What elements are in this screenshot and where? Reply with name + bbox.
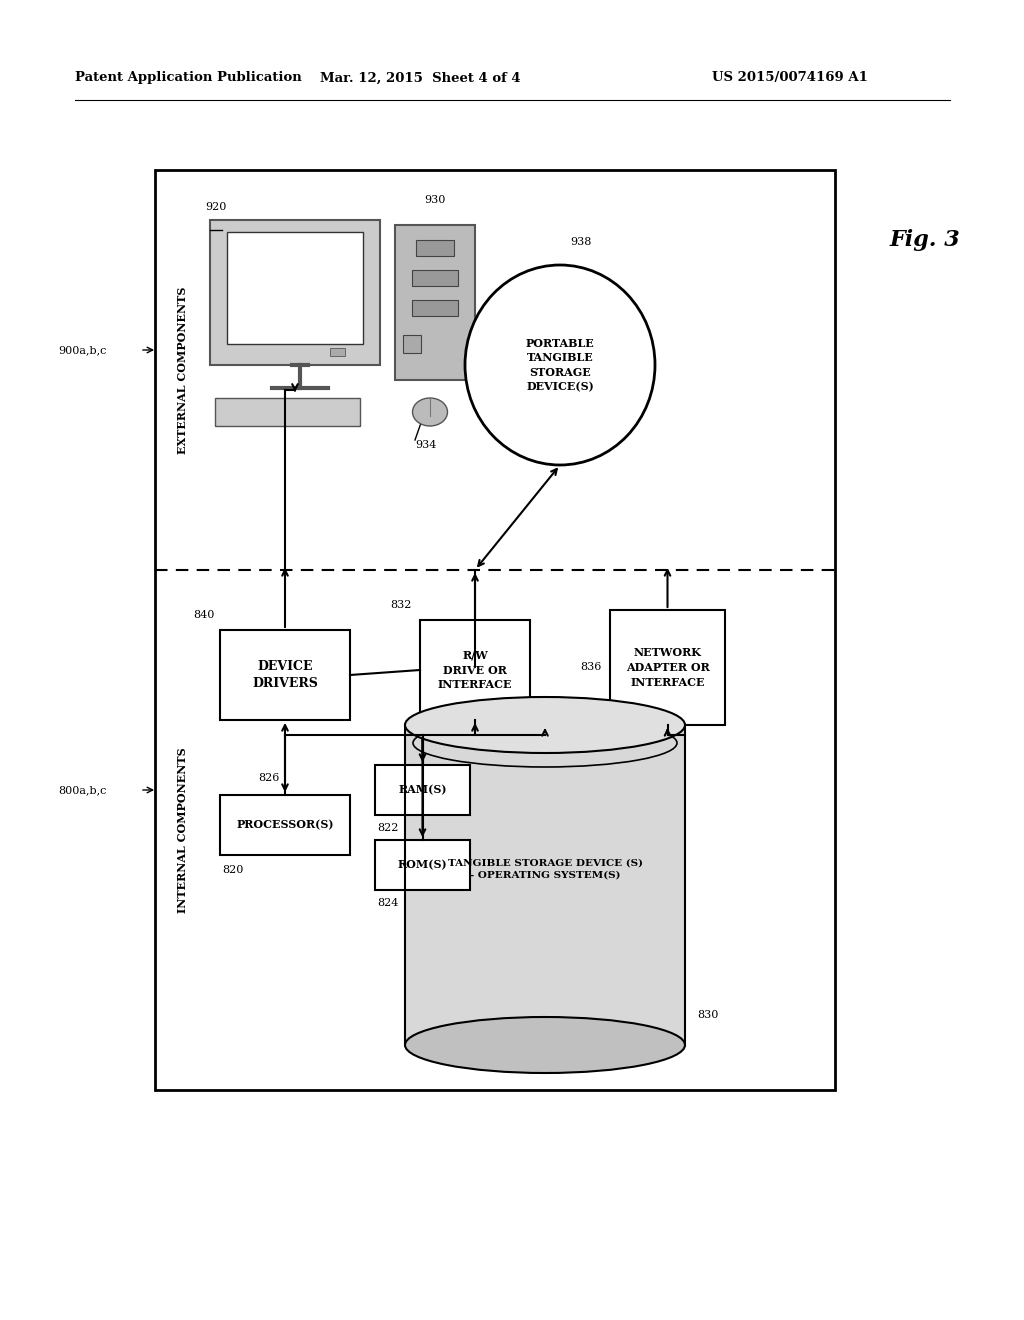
Ellipse shape — [413, 719, 677, 767]
Text: 826: 826 — [259, 774, 280, 783]
Ellipse shape — [406, 697, 685, 752]
Bar — [416, 240, 454, 256]
Text: 800a,b,c: 800a,b,c — [58, 785, 106, 795]
Text: 920: 920 — [205, 202, 226, 213]
Text: TANGIBLE STORAGE DEVICE (S)
- OPERATING SYSTEM(S): TANGIBLE STORAGE DEVICE (S) - OPERATING … — [447, 858, 642, 879]
Bar — [395, 224, 475, 380]
Text: RAM(S): RAM(S) — [398, 784, 446, 796]
Text: 900a,b,c: 900a,b,c — [58, 345, 106, 355]
Ellipse shape — [406, 1016, 685, 1073]
Bar — [220, 630, 350, 719]
Bar — [610, 610, 725, 725]
Bar — [215, 399, 360, 426]
Text: INTERNAL COMPONENTS: INTERNAL COMPONENTS — [177, 747, 188, 913]
Bar — [375, 766, 470, 814]
Text: DEVICE
DRIVERS: DEVICE DRIVERS — [252, 660, 317, 690]
Text: 822: 822 — [377, 822, 398, 833]
Text: PORTABLE
TANGIBLE
STORAGE
DEVICE(S): PORTABLE TANGIBLE STORAGE DEVICE(S) — [525, 338, 594, 392]
Text: 832: 832 — [390, 601, 412, 610]
Ellipse shape — [413, 399, 447, 426]
Bar — [330, 348, 345, 356]
Text: 828: 828 — [697, 700, 719, 710]
Text: 938: 938 — [570, 238, 592, 247]
Text: NETWORK
ADAPTER OR
INTERFACE: NETWORK ADAPTER OR INTERFACE — [626, 647, 710, 688]
Bar — [220, 795, 350, 855]
Text: US 2015/0074169 A1: US 2015/0074169 A1 — [712, 71, 868, 84]
Text: 820: 820 — [222, 865, 244, 875]
Text: 840: 840 — [194, 610, 215, 620]
Text: 836: 836 — [581, 663, 602, 672]
Text: ROM(S): ROM(S) — [397, 859, 447, 870]
Bar — [375, 840, 470, 890]
Text: Mar. 12, 2015  Sheet 4 of 4: Mar. 12, 2015 Sheet 4 of 4 — [319, 71, 520, 84]
Text: Fig. 3: Fig. 3 — [890, 228, 961, 251]
Bar — [412, 300, 458, 315]
Text: 934: 934 — [415, 440, 436, 450]
Text: EXTERNAL COMPONENTS: EXTERNAL COMPONENTS — [177, 286, 188, 454]
Bar — [403, 335, 421, 352]
Bar — [406, 725, 685, 1045]
Bar — [227, 232, 362, 345]
Bar — [155, 170, 835, 1090]
Text: PROCESSOR(S): PROCESSOR(S) — [237, 820, 334, 830]
Text: 824: 824 — [377, 898, 398, 908]
Bar — [210, 220, 380, 366]
Bar — [420, 620, 530, 719]
Text: R/W
DRIVE OR
INTERFACE: R/W DRIVE OR INTERFACE — [437, 649, 512, 690]
Text: Patent Application Publication: Patent Application Publication — [75, 71, 302, 84]
Text: 930: 930 — [424, 195, 445, 205]
Bar — [412, 271, 458, 286]
Text: 830: 830 — [697, 1010, 719, 1020]
Ellipse shape — [465, 265, 655, 465]
